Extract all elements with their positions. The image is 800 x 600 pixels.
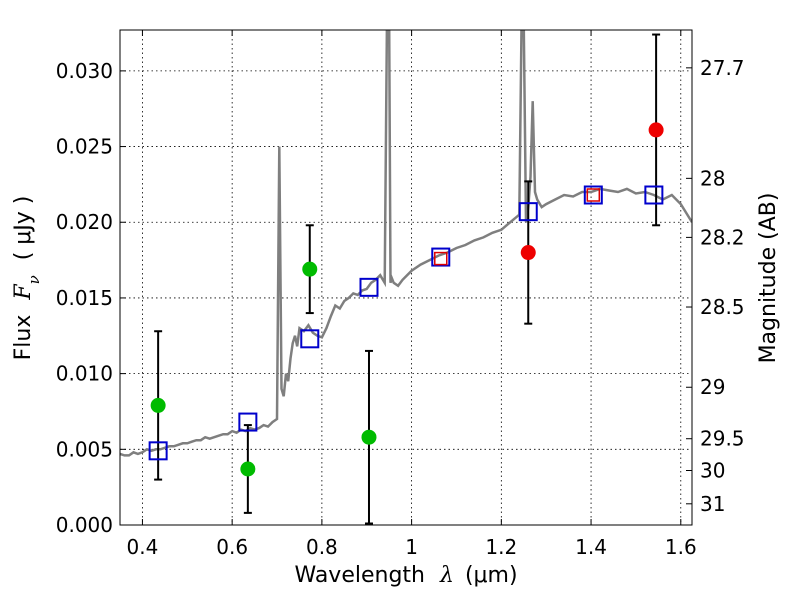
small-red-box-marker xyxy=(434,251,448,266)
x-tick-label: 1.2 xyxy=(485,535,517,559)
x-tick-label: 0.8 xyxy=(306,535,338,559)
y2-tick-label: 28.5 xyxy=(700,295,745,319)
y2-tick-label: 28 xyxy=(700,166,725,190)
y2-tick-label: 27.7 xyxy=(700,56,745,80)
y-axis-title: Flux Fν ( μJy ) xyxy=(11,196,43,361)
x-tick-label: 0.6 xyxy=(216,535,248,559)
y-tick-label: 0.025 xyxy=(56,135,113,159)
model-box-marker xyxy=(300,329,320,349)
x-tick-label: 1.6 xyxy=(665,535,697,559)
y-tick-label: 0.030 xyxy=(56,59,113,83)
x-axis-title-unit: (μm) xyxy=(465,563,518,588)
x-axis-title: Wavelength λ (μm) xyxy=(294,563,517,588)
y-axis-title-symbol: F xyxy=(11,284,36,301)
spectrum-line xyxy=(120,30,692,457)
tick-layer: 0.4 0.6 0.8 1 1.2 1.4 1.6 0.000 0.005 0.010 0.015 0… xyxy=(56,30,745,559)
x-tick-label: 1.4 xyxy=(575,535,607,559)
x-axis-title-symbol: λ xyxy=(439,563,454,588)
spectrum-layer xyxy=(120,30,692,457)
red-data-point xyxy=(520,245,536,261)
model-box-marker xyxy=(518,202,538,222)
x-tick-label: 0.4 xyxy=(127,535,159,559)
marker-layer xyxy=(148,122,664,477)
y2-tick-label: 29 xyxy=(700,375,725,399)
y-axis-title-unit: ( μJy ) xyxy=(11,196,36,261)
y2-axis-title: Magnitude (AB) xyxy=(756,193,781,364)
x-tick-label: 1 xyxy=(405,535,418,559)
y2-tick-label: 31 xyxy=(700,492,725,516)
y-tick-label: 0.015 xyxy=(56,286,113,310)
green-data-point xyxy=(302,261,318,277)
y-axis-title-prefix: Flux xyxy=(11,315,36,361)
model-box-marker xyxy=(359,277,379,297)
model-box-marker xyxy=(644,185,664,205)
red-data-point xyxy=(648,122,664,138)
y-tick-label: 0.005 xyxy=(56,437,113,461)
plot-frame xyxy=(119,29,693,526)
small-red-box-marker xyxy=(586,188,601,202)
green-data-point xyxy=(361,429,377,445)
model-box-marker xyxy=(431,247,451,267)
green-data-point xyxy=(150,397,166,413)
y-tick-label: 0.020 xyxy=(56,210,113,234)
x-axis-title-prefix: Wavelength xyxy=(294,563,425,588)
y-tick-label: 0.010 xyxy=(56,362,113,386)
model-box-marker xyxy=(238,412,258,432)
model-box-marker xyxy=(148,441,168,461)
y2-tick-label: 28.2 xyxy=(700,225,745,249)
grid-lines xyxy=(120,30,692,526)
y2-tick-label: 29.5 xyxy=(700,427,745,451)
model-box-marker xyxy=(583,185,603,205)
y2-tick-label: 30 xyxy=(700,459,725,483)
y-axis-title-subscript: ν xyxy=(25,275,43,284)
y-tick-label: 0.000 xyxy=(56,513,113,537)
green-data-point xyxy=(240,461,256,477)
